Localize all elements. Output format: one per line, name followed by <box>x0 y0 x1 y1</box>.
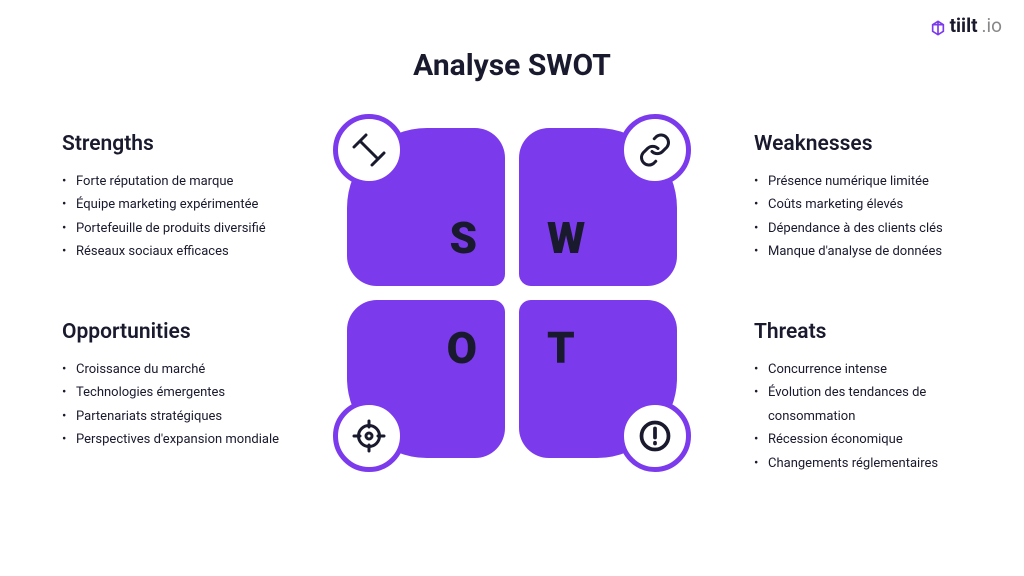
strengths-section: Strengths Forte réputation de marque Équ… <box>62 132 302 264</box>
opportunities-section: Opportunities Croissance du marché Techn… <box>62 320 302 452</box>
swot-petal-weaknesses: W <box>519 128 677 286</box>
logo-suffix: .io <box>982 14 1002 37</box>
list-item: Équipe marketing expérimentée <box>62 193 302 216</box>
list-item: Technologies émergentes <box>62 381 302 404</box>
chain-icon <box>619 114 691 186</box>
brand-logo: tiilt.io <box>930 14 1002 37</box>
swot-letter-o: O <box>447 322 477 374</box>
list-item: Coûts marketing élevés <box>754 193 994 216</box>
threats-list: Concurrence intense Évolution des tendan… <box>754 358 994 475</box>
swot-petal-threats: T <box>519 300 677 458</box>
logo-cube-icon <box>930 18 946 34</box>
weaknesses-heading: Weaknesses <box>754 132 994 156</box>
list-item: Portefeuille de produits diversifié <box>62 217 302 240</box>
opportunities-list: Croissance du marché Technologies émerge… <box>62 358 302 452</box>
list-item: Évolution des tendances de consommation <box>754 381 994 428</box>
list-item: Présence numérique limitée <box>754 170 994 193</box>
opportunities-heading: Opportunities <box>62 320 302 344</box>
dumbbell-icon <box>333 114 405 186</box>
list-item: Perspectives d'expansion mondiale <box>62 428 302 451</box>
strengths-heading: Strengths <box>62 132 302 156</box>
threats-heading: Threats <box>754 320 994 344</box>
swot-petal-strengths: S <box>347 128 505 286</box>
list-item: Réseaux sociaux efficaces <box>62 240 302 263</box>
list-item: Récession économique <box>754 428 994 451</box>
weaknesses-section: Weaknesses Présence numérique limitée Co… <box>754 132 994 264</box>
list-item: Forte réputation de marque <box>62 170 302 193</box>
swot-letter-s: S <box>449 212 477 264</box>
target-icon <box>333 400 405 472</box>
swot-petal-opportunities: O <box>347 300 505 458</box>
alert-icon <box>619 400 691 472</box>
list-item: Partenariats stratégiques <box>62 405 302 428</box>
weaknesses-list: Présence numérique limitée Coûts marketi… <box>754 170 994 264</box>
list-item: Changements réglementaires <box>754 452 994 475</box>
strengths-list: Forte réputation de marque Équipe market… <box>62 170 302 264</box>
threats-section: Threats Concurrence intense Évolution de… <box>754 320 994 475</box>
list-item: Croissance du marché <box>62 358 302 381</box>
swot-letter-w: W <box>547 212 585 264</box>
logo-text: tiilt <box>950 14 978 37</box>
list-item: Manque d'analyse de données <box>754 240 994 263</box>
swot-letter-t: T <box>547 322 575 374</box>
list-item: Concurrence intense <box>754 358 994 381</box>
page-title: Analyse SWOT <box>413 48 611 83</box>
list-item: Dépendance à des clients clés <box>754 217 994 240</box>
swot-diagram: S W O T <box>347 128 677 458</box>
